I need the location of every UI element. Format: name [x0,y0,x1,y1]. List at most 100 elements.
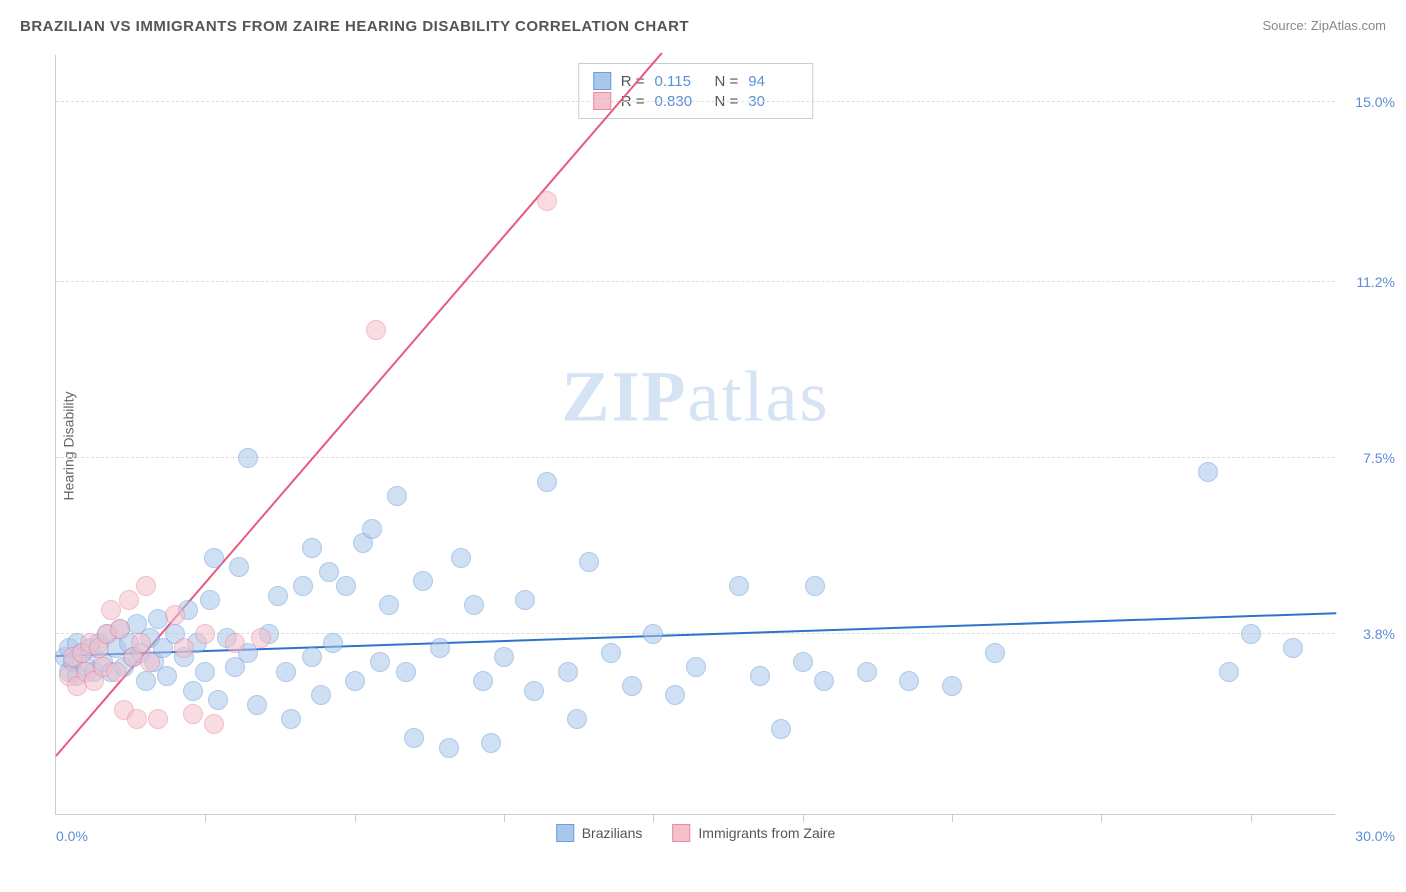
data-point [208,690,228,710]
data-point [140,652,160,672]
data-point [524,681,544,701]
x-tick [355,814,356,822]
data-point [379,595,399,615]
data-point [387,486,407,506]
data-point [985,643,1005,663]
data-point [729,576,749,596]
x-tick [653,814,654,822]
data-point [302,647,322,667]
x-tick [803,814,804,822]
data-point [1283,638,1303,658]
data-point [281,709,301,729]
data-point [183,681,203,701]
data-point [336,576,356,596]
data-point [131,633,151,653]
x-tick [1251,814,1252,822]
data-point [494,647,514,667]
data-point [579,552,599,572]
data-point [622,676,642,696]
data-point [362,519,382,539]
data-point [302,538,322,558]
data-point [558,662,578,682]
data-point [195,662,215,682]
legend-swatch-brazilians [556,824,574,842]
data-point [814,671,834,691]
legend-swatch-zaire [672,824,690,842]
data-point [473,671,493,691]
data-point [1219,662,1239,682]
data-point [136,671,156,691]
chart-container: BRAZILIAN VS IMMIGRANTS FROM ZAIRE HEARI… [0,0,1406,892]
data-point [481,733,501,753]
data-point [665,685,685,705]
x-tick [205,814,206,822]
data-point [174,638,194,658]
data-point [1198,462,1218,482]
x-max-label: 30.0% [1355,828,1395,844]
data-point [204,714,224,734]
x-min-label: 0.0% [56,828,88,844]
data-point [293,576,313,596]
data-point [439,738,459,758]
data-point [413,571,433,591]
x-tick [504,814,505,822]
data-point [238,448,258,468]
data-point [451,548,471,568]
data-point [251,628,271,648]
y-tick-label: 11.2% [1356,274,1395,290]
data-point [567,709,587,729]
data-point [323,633,343,653]
data-point [157,666,177,686]
legend: Brazilians Immigrants from Zaire [556,824,836,842]
source-label: Source: ZipAtlas.com [1262,18,1386,33]
data-point [857,662,877,682]
data-point [404,728,424,748]
data-point [537,191,557,211]
data-point [793,652,813,672]
data-point [200,590,220,610]
swatch-brazilians [593,72,611,90]
x-tick [1101,814,1102,822]
data-point [899,671,919,691]
data-point [370,652,390,672]
data-point [183,704,203,724]
data-point [430,638,450,658]
legend-label-zaire: Immigrants from Zaire [698,825,835,841]
r-value-brazilians: 0.115 [655,73,705,90]
n-label: N = [715,73,739,90]
data-point [225,633,245,653]
y-tick-label: 15.0% [1355,94,1395,110]
data-point [805,576,825,596]
data-point [396,662,416,682]
data-point [601,643,621,663]
data-point [319,562,339,582]
legend-item-brazilians: Brazilians [556,824,643,842]
data-point [515,590,535,610]
chart-title: BRAZILIAN VS IMMIGRANTS FROM ZAIRE HEARI… [20,18,689,35]
data-point [750,666,770,686]
legend-label-brazilians: Brazilians [582,825,643,841]
data-point [643,624,663,644]
data-point [247,695,267,715]
gridline [56,281,1335,282]
data-point [148,709,168,729]
data-point [345,671,365,691]
watermark: ZIPatlas [562,355,830,438]
data-point [127,709,147,729]
n-value-brazilians: 94 [748,73,798,90]
data-point [165,605,185,625]
data-point [537,472,557,492]
data-point [195,624,215,644]
stats-row-brazilians: R = 0.115 N = 94 [593,72,799,90]
data-point [276,662,296,682]
legend-item-zaire: Immigrants from Zaire [672,824,835,842]
gridline [56,101,1335,102]
data-point [366,320,386,340]
data-point [1241,624,1261,644]
data-point [136,576,156,596]
data-point [268,586,288,606]
data-point [204,548,224,568]
data-point [106,662,126,682]
y-tick-label: 3.8% [1363,626,1395,642]
data-point [119,590,139,610]
